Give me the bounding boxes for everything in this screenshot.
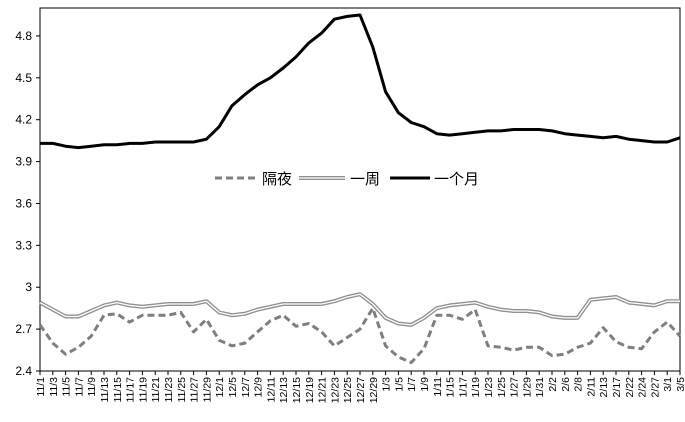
- x-tick-label: 12/25: [342, 377, 354, 403]
- x-tick-label: 12/11: [265, 377, 277, 403]
- x-tick-label: 11/17: [125, 377, 137, 403]
- x-tick-label: 11/13: [99, 377, 111, 403]
- y-tick-label: 2.7: [15, 322, 32, 336]
- x-tick-label: 1/15: [445, 377, 457, 398]
- legend-label-1: 一周: [350, 170, 380, 188]
- x-tick-label: 11/25: [176, 377, 188, 403]
- y-tick-label: 3.3: [15, 238, 32, 252]
- x-tick-label: 2/6: [560, 377, 572, 392]
- x-tick-label: 12/15: [291, 377, 303, 403]
- x-tick-label: 12/13: [278, 377, 290, 403]
- x-tick-label: 1/9: [419, 377, 431, 392]
- legend-label-2: 一个月: [434, 170, 479, 188]
- x-tick-label: 12/27: [355, 377, 367, 403]
- x-tick-label: 12/23: [329, 377, 341, 403]
- plot-frame: [39, 7, 681, 372]
- x-tick-label: 11/7: [73, 377, 85, 397]
- x-tick-label: 1/11: [432, 377, 444, 397]
- legend: 隔夜 一周 一个月: [215, 170, 479, 188]
- series-line-2: [40, 13, 681, 150]
- x-tick-label: 1/31: [534, 377, 546, 398]
- series-line-1-inner: [39, 293, 680, 326]
- x-tick-label: 11/29: [201, 377, 213, 403]
- x-tick-label: 3/1: [662, 377, 674, 392]
- x-tick-label: 11/3: [48, 377, 60, 397]
- series-line-0: [38, 306, 682, 365]
- y-tick-label: 3.9: [15, 155, 32, 169]
- plot-lines: [38, 13, 682, 365]
- x-tick-label: 11/15: [112, 377, 124, 403]
- x-tick-label: 12/5: [227, 377, 239, 398]
- x-tick-label: 11/9: [86, 377, 98, 397]
- y-tick-label: 3: [25, 280, 32, 294]
- y-tick-label: 4.5: [15, 71, 32, 85]
- x-tick-label: 2/11: [585, 377, 597, 397]
- legend-label-0: 隔夜: [262, 170, 292, 188]
- x-tick-label: 2/17: [611, 377, 623, 398]
- x-tick-label: 2/13: [598, 377, 610, 398]
- x-tick-label: 11/19: [137, 377, 149, 403]
- x-tick-label: 11/27: [189, 377, 201, 403]
- x-tick-label: 12/21: [317, 377, 329, 403]
- x-tick-label: 12/29: [368, 377, 380, 403]
- y-tick-label: 4.2: [15, 113, 32, 127]
- y-tick-label: 2.4: [15, 364, 32, 378]
- x-tick-label: 11/5: [61, 377, 73, 397]
- x-tick-label: 1/17: [457, 377, 469, 398]
- x-axis: 11/1 11/3 11/5 11/7 11/9 11/13 11/15 11/17 11/19…: [35, 371, 685, 403]
- x-tick-label: 12/9: [253, 377, 265, 398]
- x-tick-label: 1/5: [393, 377, 405, 392]
- x-tick-label: 12/1: [214, 377, 226, 398]
- x-tick-label: 2/22: [624, 377, 636, 398]
- x-tick-label: 11/21: [150, 377, 162, 403]
- x-tick-label: 2/8: [573, 377, 585, 392]
- y-tick-label: 4.8: [15, 29, 32, 43]
- x-tick-label: 1/3: [381, 377, 393, 392]
- x-tick-label: 3/5: [675, 377, 685, 392]
- x-tick-label: 1/25: [496, 377, 508, 398]
- x-tick-label: 11/1: [35, 377, 47, 397]
- x-tick-label: 2/27: [649, 377, 661, 398]
- x-tick-label: 1/29: [521, 377, 533, 398]
- x-tick-label: 1/7: [406, 377, 418, 392]
- y-axis: 2.4 2.7 3 3.3 3.6 3.9 4.2 4.5 4.8: [15, 7, 681, 378]
- x-tick-label: 11/23: [163, 377, 175, 403]
- x-tick-label: 1/27: [509, 377, 521, 398]
- x-tick-label: 1/23: [483, 377, 495, 398]
- x-tick-label: 1/19: [470, 377, 482, 398]
- x-tick-label: 12/7: [240, 377, 252, 398]
- y-tick-label: 3.6: [15, 196, 32, 210]
- x-tick-label: 12/19: [304, 377, 316, 403]
- x-tick-label: 2/2: [547, 377, 559, 392]
- x-tick-label: 2/24: [637, 377, 649, 398]
